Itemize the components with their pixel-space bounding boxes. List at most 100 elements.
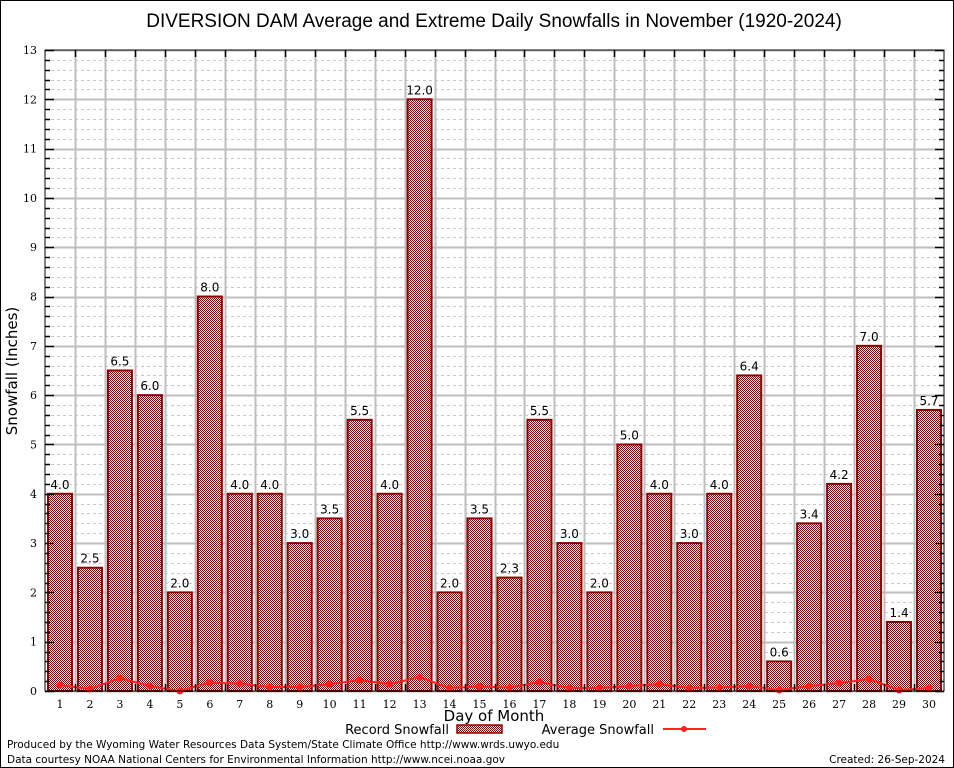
legend-record-label: Record Snowfall <box>345 723 449 738</box>
x-tick-label: 12 <box>383 698 397 711</box>
record-bar <box>706 492 733 692</box>
y-tick-label: 4 <box>30 488 37 501</box>
footer-data-source: Data courtesy NOAA National Centers for … <box>7 754 505 766</box>
x-tick-label: 15 <box>473 698 487 711</box>
record-bar <box>856 344 883 692</box>
x-tick-label: 29 <box>892 698 906 711</box>
bar-value-label: 8.0 <box>200 281 219 295</box>
x-tick-label: 11 <box>353 698 367 711</box>
record-bar <box>406 98 433 693</box>
footer-created-date: Created: 26-Sep-2024 <box>829 754 945 766</box>
record-bar <box>496 576 523 692</box>
average-point <box>745 682 753 690</box>
average-snowfall-line <box>59 676 930 693</box>
average-point <box>236 680 244 688</box>
bar-value-label: 2.3 <box>500 562 519 576</box>
record-bar <box>136 394 163 692</box>
bar-value-label: 3.5 <box>470 502 489 516</box>
x-tick-label: 23 <box>712 698 726 711</box>
x-tick-label: 4 <box>146 698 153 711</box>
average-point <box>505 684 513 692</box>
average-point <box>296 683 304 691</box>
record-bar <box>766 660 793 693</box>
record-bar <box>76 566 103 693</box>
record-bar <box>796 522 823 692</box>
average-point <box>116 674 124 682</box>
y-tick-label: 2 <box>30 586 37 599</box>
record-bar <box>256 492 283 692</box>
bar-value-label: 12.0 <box>406 83 433 97</box>
average-point <box>565 684 573 692</box>
bar-value-label: 4.0 <box>50 478 69 492</box>
record-bar <box>676 542 703 692</box>
x-tick-label: 18 <box>562 698 576 711</box>
average-point <box>775 686 783 694</box>
record-bars <box>46 98 943 693</box>
bar-value-label: 5.0 <box>620 428 639 442</box>
x-tick-label: 1 <box>56 698 63 711</box>
y-tick-label: 9 <box>30 241 37 254</box>
x-tick-label: 9 <box>296 698 303 711</box>
record-bar <box>286 542 313 692</box>
x-tick-label: 28 <box>862 698 876 711</box>
x-tick-label: 3 <box>116 698 123 711</box>
average-point <box>925 684 933 692</box>
plot-border <box>44 49 945 692</box>
bar-value-label: 4.0 <box>380 478 399 492</box>
chart-title: DIVERSION DAM Average and Extreme Daily … <box>146 11 842 32</box>
average-point <box>595 684 603 692</box>
x-tick-label: 27 <box>832 698 846 711</box>
average-point <box>386 680 394 688</box>
average-point <box>266 683 274 691</box>
x-tick-label: 5 <box>176 698 183 711</box>
bar-value-label: 4.0 <box>260 478 279 492</box>
average-point <box>535 678 543 686</box>
record-bar <box>736 374 763 692</box>
average-point <box>206 679 214 687</box>
y-tick-label: 12 <box>23 93 37 106</box>
footer-producer: Produced by the Wyoming Water Resources … <box>7 739 559 751</box>
x-tick-label: 16 <box>502 698 516 711</box>
y-tick-label: 0 <box>30 685 37 698</box>
x-tick-label: 26 <box>802 698 816 711</box>
record-bar <box>556 542 583 692</box>
legend-record-swatch <box>456 724 503 734</box>
bar-value-label: 7.0 <box>860 330 879 344</box>
x-tick-label: 6 <box>206 698 213 711</box>
y-tick-label: 5 <box>30 438 37 451</box>
average-point <box>895 686 903 694</box>
x-tick-label: 14 <box>443 698 457 711</box>
bar-value-label: 6.0 <box>140 379 159 393</box>
average-point <box>416 673 424 681</box>
bar-value-label: 6.4 <box>740 359 759 373</box>
average-point <box>476 683 484 691</box>
average-line <box>56 673 933 695</box>
y-tick-label: 13 <box>23 44 37 57</box>
record-bar <box>346 418 373 692</box>
record-bar <box>916 408 943 692</box>
bar-value-label: 3.4 <box>800 507 819 521</box>
average-point <box>146 682 154 690</box>
record-bar <box>376 492 403 692</box>
x-tick-label: 30 <box>922 698 936 711</box>
bar-value-label: 3.0 <box>290 527 309 541</box>
x-tick-label: 13 <box>413 698 427 711</box>
x-tick-label: 20 <box>622 698 636 711</box>
y-axis-label: Snowfall (Inches) <box>3 307 21 435</box>
x-tick-label: 7 <box>236 698 243 711</box>
y-tick-label: 3 <box>30 537 37 550</box>
average-point <box>685 684 693 692</box>
bar-value-label: 4.0 <box>710 478 729 492</box>
record-bar <box>526 418 553 692</box>
record-bar <box>166 591 193 693</box>
average-point <box>446 684 454 692</box>
legend-average-marker <box>681 726 687 732</box>
bar-value-label: 4.0 <box>230 478 249 492</box>
x-tick-label: 10 <box>323 698 337 711</box>
record-bar <box>646 492 673 692</box>
record-bar <box>196 295 223 692</box>
bar-value-label: 3.0 <box>680 527 699 541</box>
average-point <box>326 680 334 688</box>
